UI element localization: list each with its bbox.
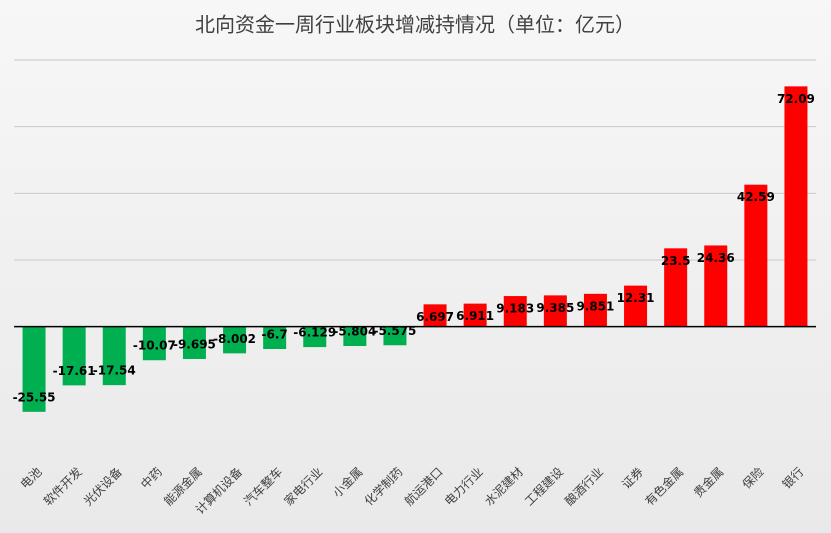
bar: [784, 86, 808, 327]
value-label: 6.697: [416, 310, 454, 324]
value-label: 9.183: [496, 302, 534, 316]
bar: [704, 245, 728, 327]
x-tick-label: 贵金属: [690, 464, 726, 500]
x-tick-label: 水泥建材: [482, 465, 526, 509]
bar: [463, 303, 487, 327]
bar: [223, 326, 247, 354]
value-label: 12.31: [617, 291, 655, 305]
value-label: 9.385: [536, 301, 574, 315]
value-label: -5.575: [373, 324, 416, 338]
value-label: -9.695: [173, 337, 216, 351]
x-tick-label: 化学制药: [361, 464, 406, 509]
x-tick-label: 电池: [18, 465, 45, 492]
bar: [343, 326, 367, 347]
bar: [423, 304, 447, 327]
value-label: -17.54: [93, 364, 136, 378]
x-tick-label: 工程建设: [521, 464, 566, 509]
x-tick-label: 证券: [619, 464, 647, 492]
value-label: 72.09: [777, 92, 815, 106]
value-label: -5.804: [333, 325, 376, 339]
x-tick-label: 小金属: [329, 464, 365, 500]
x-tick-label: 航运港口: [401, 464, 446, 509]
value-label: 9.851: [576, 299, 614, 313]
x-tick-label: 酿酒行业: [561, 464, 606, 509]
bar: [182, 326, 206, 359]
x-tick-label: 电力行业: [442, 465, 486, 509]
x-tick-label: 家电行业: [281, 464, 326, 509]
value-label: -6.129: [293, 326, 336, 340]
bar: [503, 296, 527, 327]
bar: [383, 326, 407, 346]
bar: [664, 248, 688, 327]
value-label: 23.5: [661, 254, 691, 268]
x-tick-label: 中药: [137, 464, 165, 492]
value-label: -17.61: [53, 364, 96, 378]
value-label: 42.59: [737, 190, 775, 204]
bar: [263, 326, 287, 349]
value-label: -8.002: [213, 332, 256, 346]
bar: [102, 326, 126, 386]
value-label: -6.7: [262, 328, 288, 342]
bar: [543, 295, 567, 327]
bar: [62, 326, 86, 386]
x-tick-label: 保险: [739, 464, 767, 492]
x-tick-label: 银行: [780, 465, 807, 492]
bar: [303, 326, 327, 348]
bar: [142, 326, 166, 361]
value-label: 24.36: [697, 251, 735, 265]
value-label: -25.55: [13, 390, 56, 404]
bar: [22, 326, 46, 412]
bar: [624, 285, 648, 327]
x-tick-label: 光伏设备: [81, 465, 125, 509]
value-label: -10.07: [133, 339, 176, 353]
bar: [583, 293, 607, 327]
x-tick-label: 有色金属: [642, 464, 687, 509]
chart-title: 北向资金一周行业板块增减持情况（单位：亿元）: [195, 13, 635, 37]
x-tick-label: 软件开发: [40, 464, 85, 509]
x-tick-label: 汽车整车: [241, 464, 286, 509]
value-label: 6.911: [456, 309, 494, 323]
bar: [744, 184, 768, 327]
